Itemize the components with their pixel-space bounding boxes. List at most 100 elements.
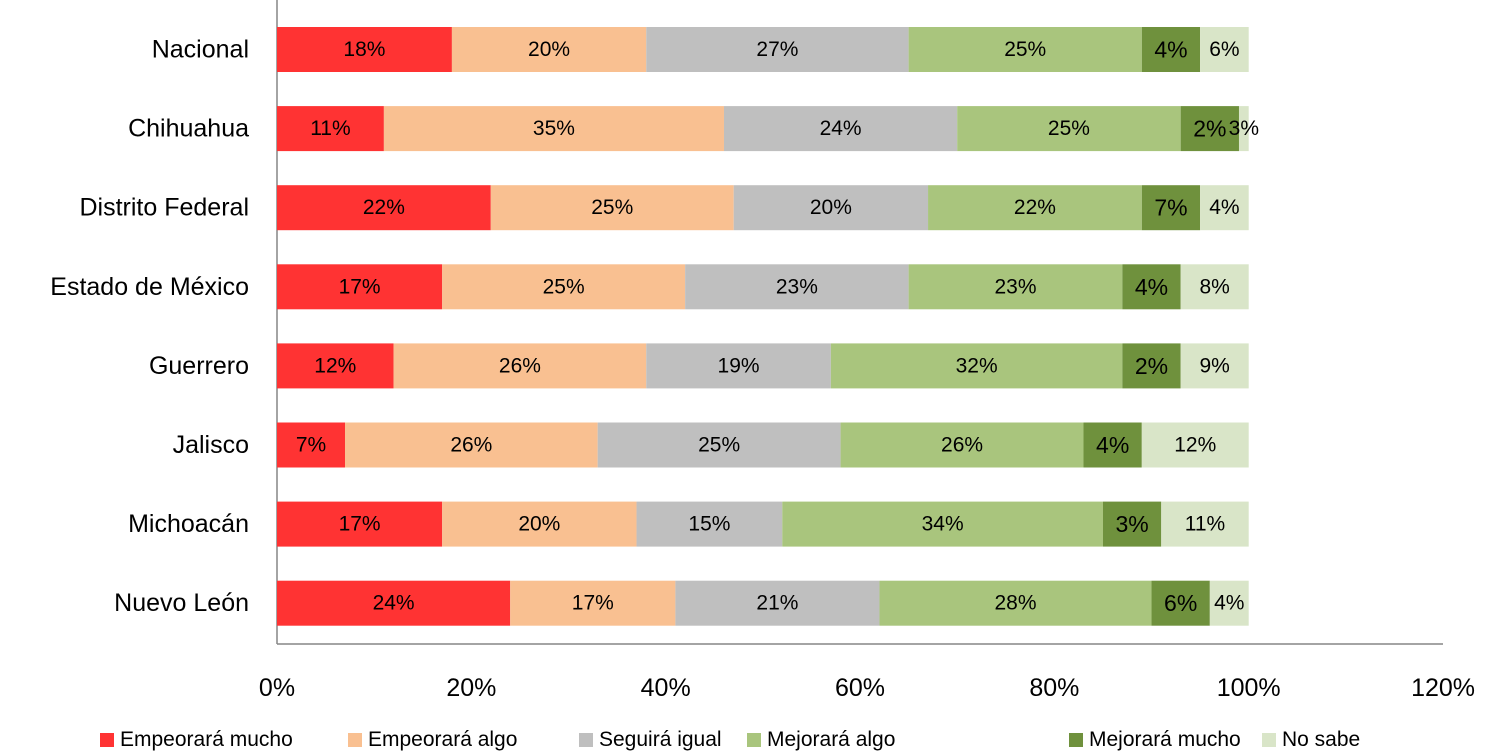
category-label: Michoacán bbox=[128, 510, 249, 538]
data-label: 25% bbox=[698, 434, 740, 457]
bar-segment bbox=[277, 580, 511, 626]
data-label: 21% bbox=[756, 592, 798, 615]
legend-label: Mejorará mucho bbox=[1089, 728, 1241, 751]
data-label: 25% bbox=[543, 275, 585, 298]
category-label: Chihuahua bbox=[128, 115, 249, 143]
bar-segment bbox=[597, 422, 841, 468]
data-label: 32% bbox=[956, 354, 998, 377]
category-label: Nuevo León bbox=[114, 589, 249, 617]
stacked-bar-chart: 18% 20% 27% 25% 4% 6%11% 35% 24% 25% 2% 3%22% 25% 20… bbox=[50, 0, 1475, 702]
category-label: Estado de México bbox=[50, 273, 249, 301]
data-label: 23% bbox=[776, 275, 818, 298]
bar-segment bbox=[277, 185, 491, 231]
bar-segment bbox=[442, 264, 686, 310]
bar-segment bbox=[345, 422, 598, 468]
bars-group: 18% 20% 27% 25% 4% 6%11% 35% 24% 25% 2% 3%22% 25% 20… bbox=[277, 27, 1259, 626]
data-label: 23% bbox=[994, 275, 1036, 298]
data-label: 28% bbox=[994, 592, 1036, 615]
bar-segment bbox=[277, 422, 346, 468]
x-tick-label: 100% bbox=[1217, 674, 1281, 702]
bar-segment bbox=[451, 27, 647, 72]
data-label: 11% bbox=[310, 117, 350, 140]
bar-segment bbox=[908, 264, 1123, 310]
bar-segment bbox=[1102, 501, 1162, 547]
bar-segment bbox=[442, 501, 637, 547]
data-label: 26% bbox=[499, 354, 541, 377]
bar-segment bbox=[646, 343, 831, 389]
bar-segment bbox=[277, 264, 443, 310]
legend-item: Seguirá igual bbox=[579, 727, 722, 753]
bar-segment bbox=[908, 27, 1142, 72]
data-label: 20% bbox=[810, 196, 852, 219]
bar-segment bbox=[1180, 343, 1249, 389]
data-label: 20% bbox=[518, 513, 560, 536]
bar-segment bbox=[957, 106, 1181, 152]
legend-label: Seguirá igual bbox=[599, 728, 722, 751]
bar-segment bbox=[1180, 264, 1249, 310]
data-label: 34% bbox=[922, 513, 964, 536]
legend-item: Mejorará mucho bbox=[1069, 727, 1241, 753]
x-tick-label: 40% bbox=[641, 674, 691, 702]
bar-segment bbox=[675, 580, 880, 626]
category-label: Jalisco bbox=[173, 431, 249, 459]
bar-segment bbox=[1122, 264, 1181, 310]
bar-segment bbox=[1122, 343, 1181, 389]
bar-segment bbox=[782, 501, 1103, 547]
data-label: 8% bbox=[1200, 275, 1230, 298]
category-labels: Nacional Chihuahua Distrito Federal Estado … bbox=[50, 36, 249, 618]
data-label: 20% bbox=[528, 38, 570, 61]
legend-item: Mejorará algo bbox=[747, 727, 895, 753]
bar-segment bbox=[277, 501, 443, 547]
x-tick-label: 80% bbox=[1029, 674, 1079, 702]
x-tick-label: 120% bbox=[1411, 674, 1475, 702]
legend-item: Empeorará algo bbox=[348, 727, 517, 753]
bar-segment bbox=[723, 106, 958, 152]
legend-label: Empeorará mucho bbox=[120, 728, 293, 751]
bar-segment bbox=[383, 106, 724, 152]
data-label: 4% bbox=[1209, 196, 1239, 219]
bar-segment bbox=[1180, 106, 1239, 152]
data-label: 26% bbox=[941, 434, 983, 457]
data-label: 4% bbox=[1214, 592, 1244, 615]
data-label: 18% bbox=[343, 38, 385, 61]
data-label: 17% bbox=[339, 513, 381, 536]
legend: Empeorará mucho Empeorará algo Seguirá igu… bbox=[100, 727, 1420, 753]
data-label: 12% bbox=[1174, 434, 1216, 457]
data-label: 26% bbox=[450, 434, 492, 457]
bar-segment bbox=[1141, 185, 1201, 231]
legend-swatch bbox=[348, 733, 362, 747]
bar-segment bbox=[1151, 580, 1210, 626]
bar-segment bbox=[830, 343, 1123, 389]
bar-segment bbox=[733, 185, 929, 231]
legend-swatch bbox=[1069, 733, 1083, 747]
data-label: 17% bbox=[572, 592, 614, 615]
data-label: 7% bbox=[296, 434, 326, 457]
bar-segment bbox=[1141, 422, 1249, 468]
bar-segment bbox=[393, 343, 647, 389]
data-label: 27% bbox=[756, 38, 798, 61]
bar-segment bbox=[1238, 106, 1249, 152]
bar-segment bbox=[928, 185, 1142, 231]
legend-label: Empeorará algo bbox=[368, 728, 518, 751]
bar-segment bbox=[510, 580, 676, 626]
legend-swatch bbox=[100, 733, 114, 747]
data-label: 35% bbox=[533, 117, 575, 140]
data-label: 19% bbox=[718, 354, 760, 377]
legend-label: Mejorará algo bbox=[767, 728, 896, 751]
data-label: 6% bbox=[1209, 38, 1239, 61]
data-label: 3% bbox=[1229, 117, 1259, 140]
x-tick-labels: 0% 20% 40% 60% 80% 100% 120% bbox=[259, 674, 1475, 702]
data-label: 2% bbox=[1193, 116, 1226, 142]
data-label: 25% bbox=[591, 196, 633, 219]
legend-item: No sabe bbox=[1262, 727, 1360, 753]
legend-swatch bbox=[579, 733, 593, 747]
bar-segment bbox=[277, 343, 394, 389]
data-label: 22% bbox=[363, 196, 405, 219]
bar-segment bbox=[685, 264, 909, 310]
data-label: 2% bbox=[1135, 353, 1168, 379]
bar-segment bbox=[1161, 501, 1249, 547]
category-label: Guerrero bbox=[149, 352, 249, 380]
data-label: 24% bbox=[373, 592, 415, 615]
bar-segment bbox=[840, 422, 1084, 468]
bar-segment bbox=[1083, 422, 1142, 468]
